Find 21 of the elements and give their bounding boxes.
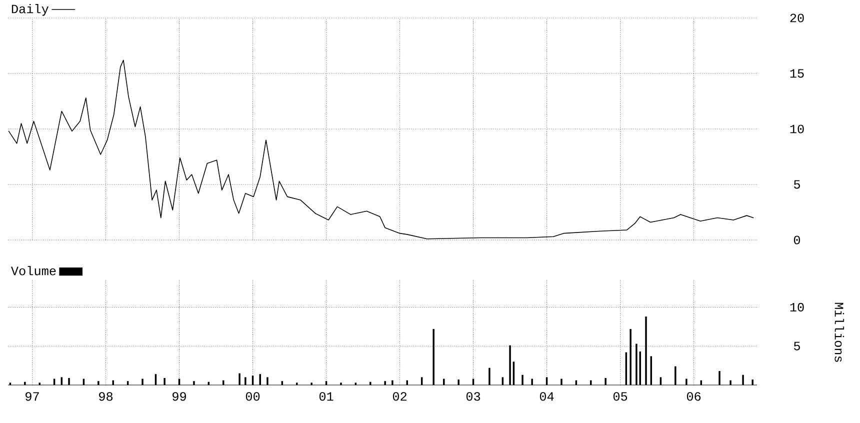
y-tick-label: 5 — [794, 342, 800, 350]
x-tick-label: 04 — [540, 392, 554, 401]
y-tick-label: 15 — [790, 69, 804, 78]
x-tick-label: 06 — [686, 392, 701, 401]
x-tick-label: 02 — [392, 392, 406, 401]
y-tick-label: 20 — [790, 14, 804, 22]
y-tick-label: 5 — [794, 180, 800, 189]
legend-label: Volume — [11, 266, 56, 276]
y-tick-label: 10 — [790, 124, 804, 134]
x-tick-label: 00 — [246, 392, 260, 401]
legend-label: Daily — [12, 4, 49, 16]
x-tick-label: 99 — [172, 392, 186, 401]
x-tick-label: 01 — [319, 392, 334, 401]
y-axis-title: Millions — [834, 302, 844, 362]
x-tick-label: 98 — [99, 392, 113, 401]
x-tick-label: 03 — [466, 392, 480, 401]
x-tick-label: 05 — [613, 392, 628, 401]
y-tick-label: 0 — [794, 236, 800, 244]
x-tick-label: 97 — [26, 392, 39, 401]
y-tick-label: 10 — [790, 302, 804, 312]
line-series — [8, 60, 754, 240]
